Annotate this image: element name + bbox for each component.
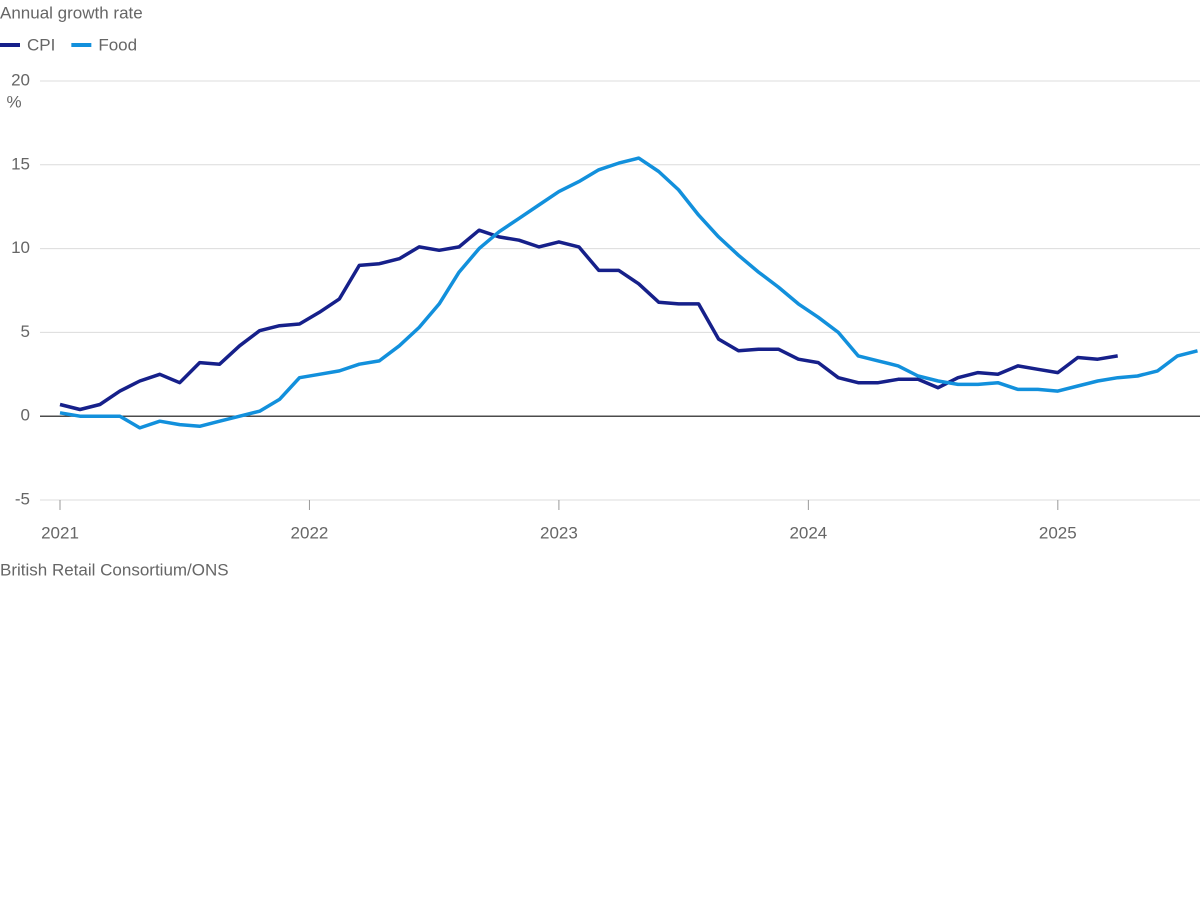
x-tick-label: 2024 bbox=[789, 523, 827, 542]
y-tick-label: 10 bbox=[11, 238, 30, 257]
y-tick-label: 0 bbox=[21, 406, 30, 425]
chart-title: Annual growth rate bbox=[0, 3, 143, 22]
x-tick-label: 2025 bbox=[1039, 523, 1077, 542]
y-tick-label: 5 bbox=[21, 322, 30, 341]
x-tick-label: 2022 bbox=[291, 523, 329, 542]
y-tick-label: 20 bbox=[11, 70, 30, 89]
legend-label: CPI bbox=[27, 35, 55, 54]
series-line bbox=[59, 156, 1198, 430]
source: British Retail Consortium/ONS bbox=[0, 560, 229, 579]
series-line bbox=[59, 228, 1118, 412]
y-tick-label: -5 bbox=[15, 489, 30, 508]
y-unit: % bbox=[6, 92, 21, 111]
legend-label: Food bbox=[98, 35, 137, 54]
y-tick-label: 15 bbox=[11, 154, 30, 173]
x-tick-label: 2023 bbox=[540, 523, 578, 542]
x-tick-label: 2021 bbox=[41, 523, 79, 542]
